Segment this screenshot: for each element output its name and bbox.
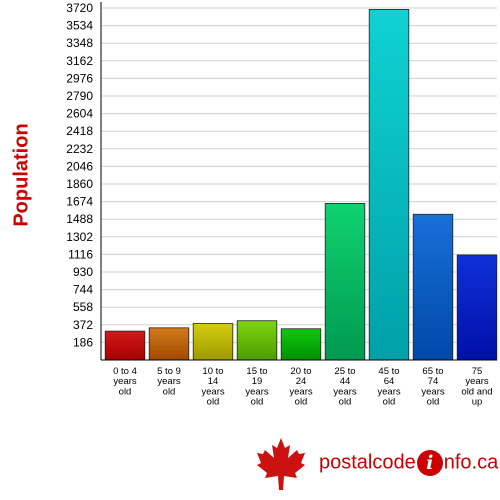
x-tick-label: 65 to 74 years old [421,366,444,408]
y-tick-label: 1488 [66,212,93,226]
y-tick-label: 930 [73,265,93,279]
bar [236,320,278,361]
x-tick-label: 75 years old and up [461,366,492,408]
y-tick-label: 2046 [66,159,93,173]
y-tick-label: 186 [73,335,93,349]
bars [104,9,498,361]
x-tick-label: 25 to 44 years old [333,366,356,408]
y-axis-label-text: Population [10,123,33,227]
bar [192,323,234,361]
info-i-icon: i [416,450,443,476]
y-tick-label: 2790 [66,89,93,103]
bar [456,254,498,361]
y-tick-label: 372 [73,318,93,332]
y-tick-label: 744 [73,283,93,297]
logo-text-nfo: nfo.ca [443,451,499,474]
y-tick-label: 3534 [66,19,93,33]
logo-text-code: code [372,451,416,474]
y-tick-label: 1302 [66,230,93,244]
bar [412,213,454,361]
x-tick-label: 10 to 14 years old [201,366,224,408]
postalcodeinfo-logo[interactable]: postalcode i nfo.ca [255,436,498,492]
bar [104,330,146,361]
y-tick-label: 2418 [66,124,93,138]
x-tick-label: 0 to 4 years old [113,366,137,397]
x-tick-label: 20 to 24 years old [289,366,312,408]
y-tick-label: 3162 [66,54,93,68]
x-tick-label: 15 to 19 years old [245,366,268,408]
x-tick-labels: 0 to 4 years old 5 to 9 years old 10 to 14 years… [113,366,492,408]
y-tick-labels: 186 372 558 744 930 1116 1302 1488 1674 1860 2046 2… [66,1,93,349]
y-axis-label: Population [0,60,44,290]
logo-text: postalcode i nfo.ca [319,450,498,476]
maple-leaf-icon [257,438,305,490]
y-tick-label: 1116 [68,247,93,261]
y-tick-label: 1674 [66,195,93,209]
bar [368,9,410,361]
y-tick-label: 2604 [66,107,93,121]
bar [280,328,322,361]
y-tick-label: 3348 [66,36,93,50]
axes [100,2,497,361]
bar [148,327,190,361]
y-tick-label: 558 [73,300,93,314]
y-tick-label: 2232 [66,142,93,156]
bar [324,202,366,361]
y-tick-label: 1860 [66,177,93,191]
x-tick-label: 5 to 9 years old [157,366,181,397]
x-tick-label: 45 to 64 years old [377,366,400,408]
y-tick-label: 3720 [66,1,93,15]
gridlines [101,7,497,343]
y-tick-label: 2976 [66,71,93,85]
logo-text-postal: postal [319,451,373,474]
